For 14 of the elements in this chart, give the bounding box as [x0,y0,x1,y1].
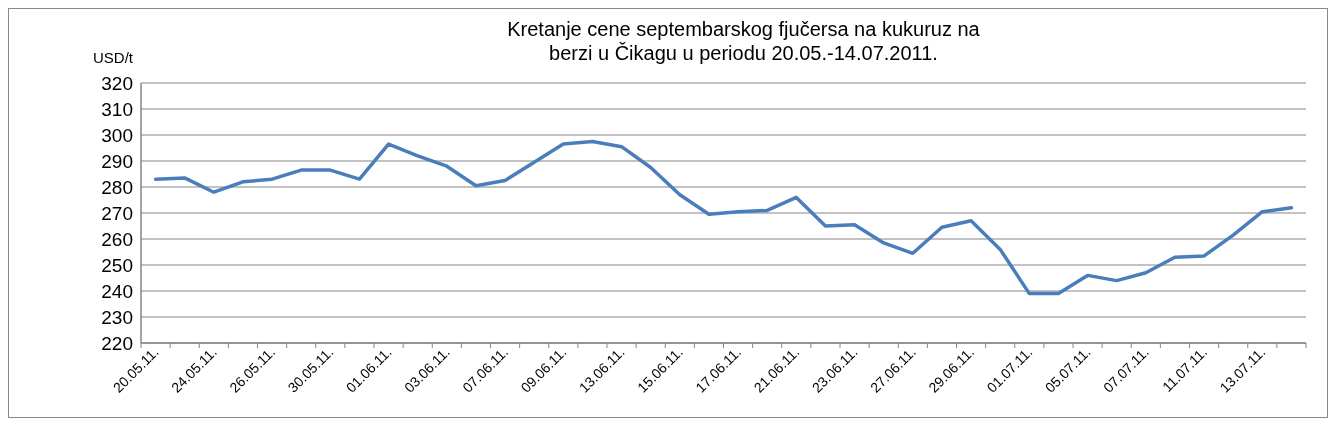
chart-title: Kretanje cene septembarskog fjučersa na kukuruz na berzi u Čikagu u periodu 20.05.-14.07.2011. [507,18,981,64]
y-tick-label: 250 [101,254,133,276]
y-tick-label: 280 [101,176,133,198]
y-tick-label: 230 [101,306,133,328]
y-tick-label: 320 [101,72,133,94]
y-tick-label: 290 [101,150,133,172]
y-tick-label: 240 [101,280,133,302]
y-tick-label: 220 [101,332,133,354]
y-axis-title: USD/t [92,49,134,66]
y-tick-label: 260 [101,228,133,250]
y-tick-label: 270 [101,202,133,224]
line-series [153,139,1294,296]
y-tick-label: 310 [101,98,133,120]
y-tick-label: 300 [101,124,133,146]
